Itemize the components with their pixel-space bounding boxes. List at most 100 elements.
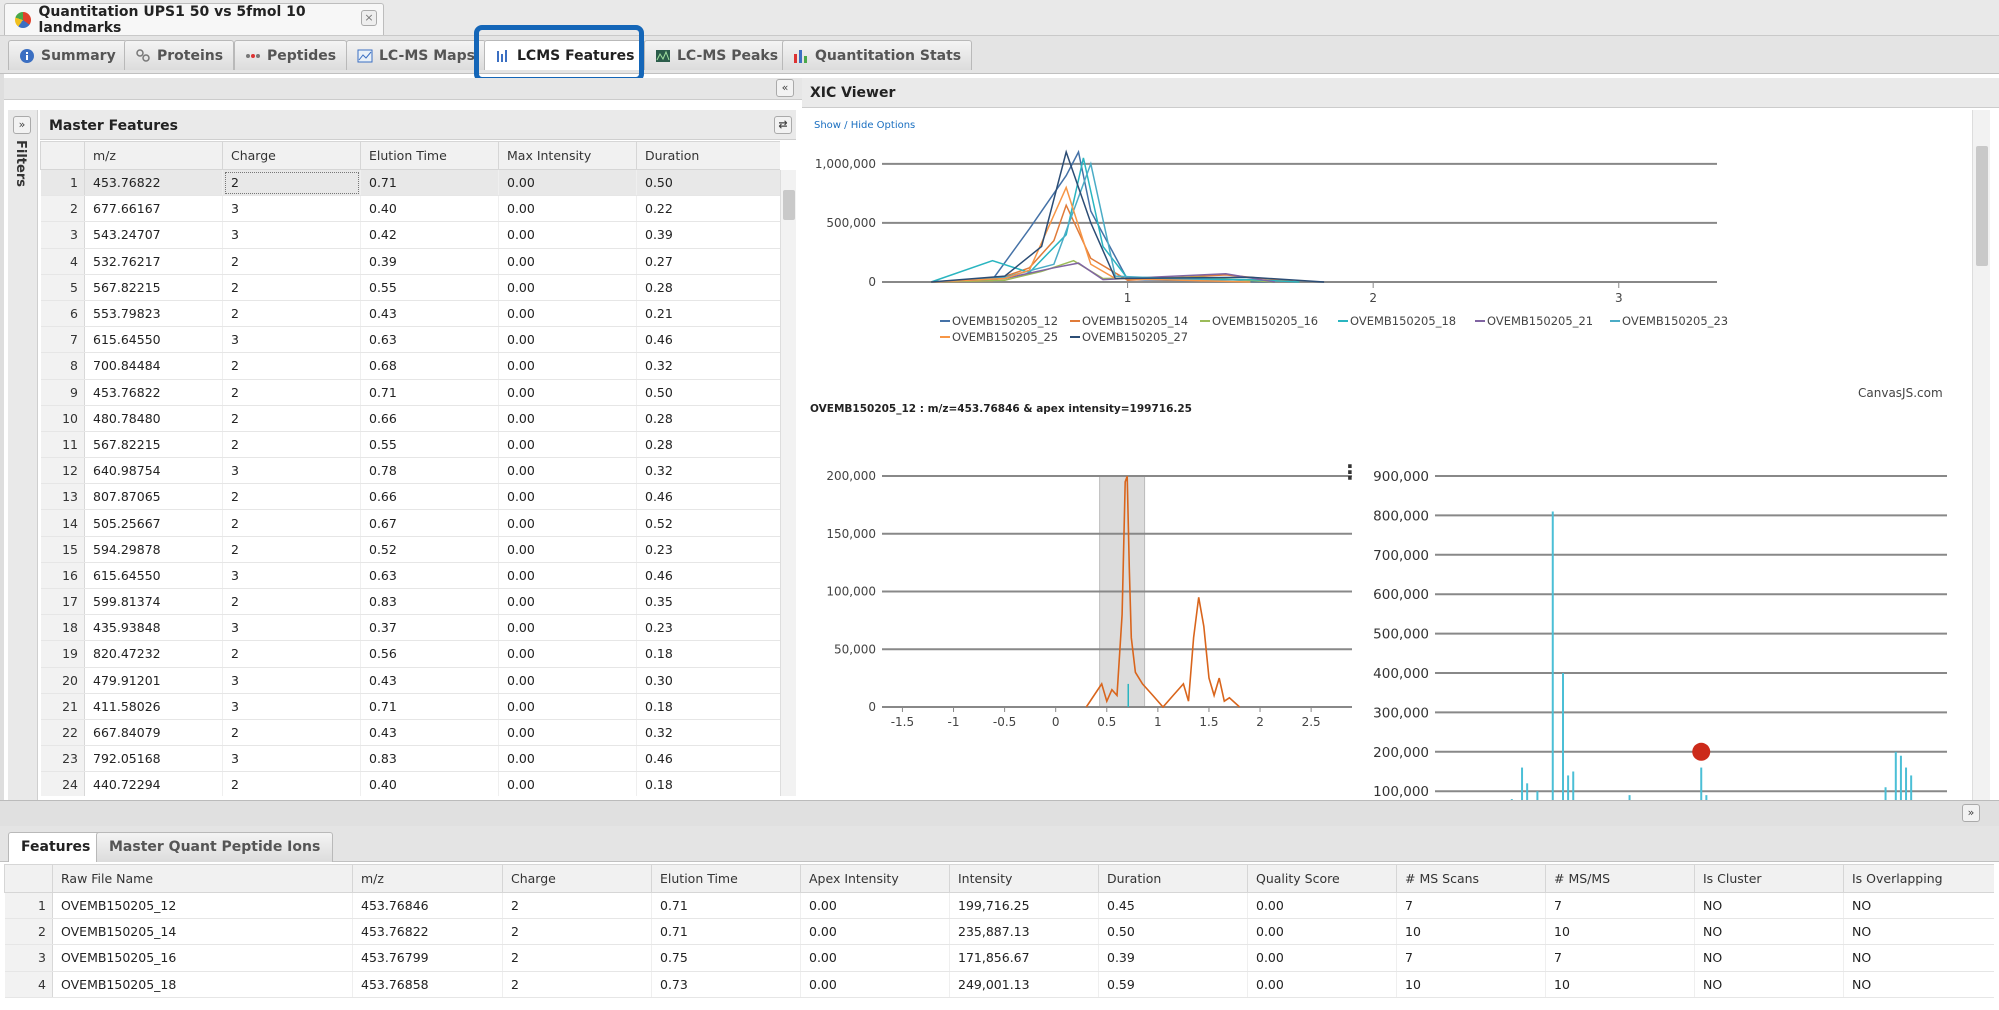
show-hide-options-link[interactable]: Show / Hide Options (814, 120, 916, 131)
table-cell[interactable]: 0.39 (360, 248, 499, 275)
canvasjs-credit[interactable]: CanvasJS.com (1858, 386, 1943, 400)
table-cell[interactable]: 0.00 (498, 169, 637, 197)
table-cell[interactable]: 10 (1396, 971, 1546, 998)
table-row[interactable]: 21 411.58026 3 0.71 0.00 0.18 (40, 693, 780, 720)
table-row[interactable]: 6 553.79823 2 0.43 0.00 0.21 (40, 300, 780, 328)
table-cell[interactable]: 0.46 (636, 326, 780, 354)
table-cell[interactable]: 10 (1545, 918, 1695, 946)
table-cell[interactable]: 0.83 (360, 588, 499, 616)
table-cell[interactable]: 567.82215 (84, 431, 223, 459)
table-cell[interactable]: 0.40 (360, 195, 499, 223)
column-header[interactable]: m/z (352, 864, 503, 893)
table-cell[interactable]: 700.84484 (84, 352, 223, 380)
table-cell[interactable]: 2 (222, 640, 361, 668)
table-cell[interactable]: 2 (222, 379, 361, 406)
table-row[interactable]: 19 820.47232 2 0.56 0.00 0.18 (40, 640, 780, 668)
table-cell[interactable]: 0.00 (498, 693, 637, 720)
scroll-thumb[interactable] (783, 190, 795, 220)
column-header[interactable]: Charge (222, 141, 361, 170)
table-row[interactable]: 1 453.76822 2 0.71 0.00 0.50 (40, 169, 780, 197)
table-cell[interactable]: 2 (222, 300, 361, 328)
tab-summary[interactable]: Summary (8, 40, 127, 70)
table-cell[interactable]: NO (1694, 971, 1844, 998)
column-header[interactable]: Quality Score (1247, 864, 1397, 893)
table-row[interactable]: 2 677.66167 3 0.40 0.00 0.22 (40, 195, 780, 223)
table-cell[interactable]: 2 (222, 483, 361, 511)
table-cell[interactable]: 0.00 (498, 640, 637, 668)
table-cell[interactable]: 0.71 (360, 169, 499, 197)
table-cell[interactable]: 0.23 (636, 614, 780, 642)
table-cell[interactable]: 453.76858 (352, 971, 503, 998)
table-row[interactable]: 8 700.84484 2 0.68 0.00 0.32 (40, 352, 780, 380)
table-row[interactable]: 22 667.84079 2 0.43 0.00 0.32 (40, 719, 780, 747)
table-cell[interactable]: 820.47232 (84, 640, 223, 668)
table-cell[interactable]: 0.00 (498, 195, 637, 223)
table-cell[interactable]: 2 (222, 169, 361, 197)
table-cell[interactable]: 0.00 (498, 562, 637, 590)
table-cell[interactable]: 0.00 (1247, 918, 1397, 946)
table-cell[interactable]: 0.21 (636, 300, 780, 328)
table-cell[interactable]: 0.00 (498, 509, 637, 537)
table-cell[interactable]: 10 (1396, 918, 1546, 946)
table-cell[interactable]: 453.76822 (352, 918, 503, 946)
document-tab[interactable]: Quantitation UPS1 50 vs 5fmol 10 landmar… (4, 3, 384, 36)
table-cell[interactable]: 0.56 (360, 640, 499, 668)
table-cell[interactable]: 0.40 (360, 771, 499, 796)
tab-peptides[interactable]: Peptides (234, 40, 348, 70)
table-row[interactable]: 10 480.78480 2 0.66 0.00 0.28 (40, 405, 780, 432)
table-cell[interactable]: 0.63 (360, 326, 499, 354)
column-header[interactable]: Apex Intensity (800, 864, 950, 893)
table-cell[interactable]: 0.78 (360, 457, 499, 485)
table-cell[interactable]: OVEMB150205_16 (52, 944, 353, 972)
table-row[interactable]: 20 479.91201 3 0.43 0.00 0.30 (40, 667, 780, 694)
table-cell[interactable]: 10 (1545, 971, 1695, 998)
xic-viewer-scrollbar[interactable] (1972, 110, 1990, 800)
table-cell[interactable]: 7 (1545, 892, 1695, 920)
table-cell[interactable]: 0.00 (498, 352, 637, 380)
table-cell[interactable]: 0.28 (636, 431, 780, 459)
table-cell[interactable]: 440.72294 (84, 771, 223, 796)
table-cell[interactable]: 0.00 (800, 918, 950, 946)
table-cell[interactable]: 0.67 (360, 509, 499, 537)
table-cell[interactable]: 0.00 (498, 614, 637, 642)
table-cell[interactable]: 0.22 (636, 195, 780, 223)
table-cell[interactable]: 3 (222, 457, 361, 485)
table-cell[interactable]: 677.66167 (84, 195, 223, 223)
table-cell[interactable]: 0.00 (1247, 892, 1397, 920)
table-cell[interactable]: 235,887.13 (949, 918, 1099, 946)
table-cell[interactable]: 7 (1396, 944, 1546, 972)
table-cell[interactable]: 0.00 (498, 457, 637, 485)
table-cell[interactable]: 0.46 (636, 562, 780, 590)
table-cell[interactable]: 7 (1396, 892, 1546, 920)
table-cell[interactable]: 479.91201 (84, 667, 223, 694)
table-cell[interactable]: 453.76822 (84, 169, 223, 197)
table-cell[interactable]: 792.05168 (84, 745, 223, 773)
table-cell[interactable]: 2 (222, 719, 361, 747)
table-cell[interactable]: 0.59 (1098, 971, 1248, 998)
table-cell[interactable]: 0.32 (636, 352, 780, 380)
table-row[interactable]: 24 440.72294 2 0.40 0.00 0.18 (40, 771, 780, 796)
table-cell[interactable]: NO (1843, 918, 1994, 946)
table-row[interactable]: 23 792.05168 3 0.83 0.00 0.46 (40, 745, 780, 773)
table-cell[interactable]: 0.00 (498, 667, 637, 694)
table-cell[interactable]: 2 (502, 971, 652, 998)
table-cell[interactable]: 0.50 (636, 379, 780, 406)
table-cell[interactable]: 0.52 (636, 509, 780, 537)
table-cell[interactable]: 2 (222, 431, 361, 459)
table-cell[interactable]: 0.00 (498, 405, 637, 432)
table-cell[interactable]: 0.00 (1247, 971, 1397, 998)
table-cell[interactable]: 2 (222, 588, 361, 616)
table-row[interactable]: 1 OVEMB150205_12 453.76846 2 0.71 0.00 199,716… (4, 892, 1994, 920)
table-cell[interactable]: 2 (502, 944, 652, 972)
table-cell[interactable]: 3 (222, 221, 361, 249)
table-row[interactable]: 17 599.81374 2 0.83 0.00 0.35 (40, 588, 780, 616)
table-cell[interactable]: 0.71 (360, 379, 499, 406)
table-cell[interactable]: 0.00 (498, 483, 637, 511)
master-features-scrollbar[interactable] (780, 170, 796, 796)
table-cell[interactable]: 2 (222, 274, 361, 301)
table-cell[interactable]: 0.00 (498, 379, 637, 406)
table-cell[interactable]: 2 (502, 918, 652, 946)
filters-panel[interactable]: » (8, 110, 38, 800)
table-cell[interactable]: 3 (222, 326, 361, 354)
table-cell[interactable]: NO (1694, 892, 1844, 920)
